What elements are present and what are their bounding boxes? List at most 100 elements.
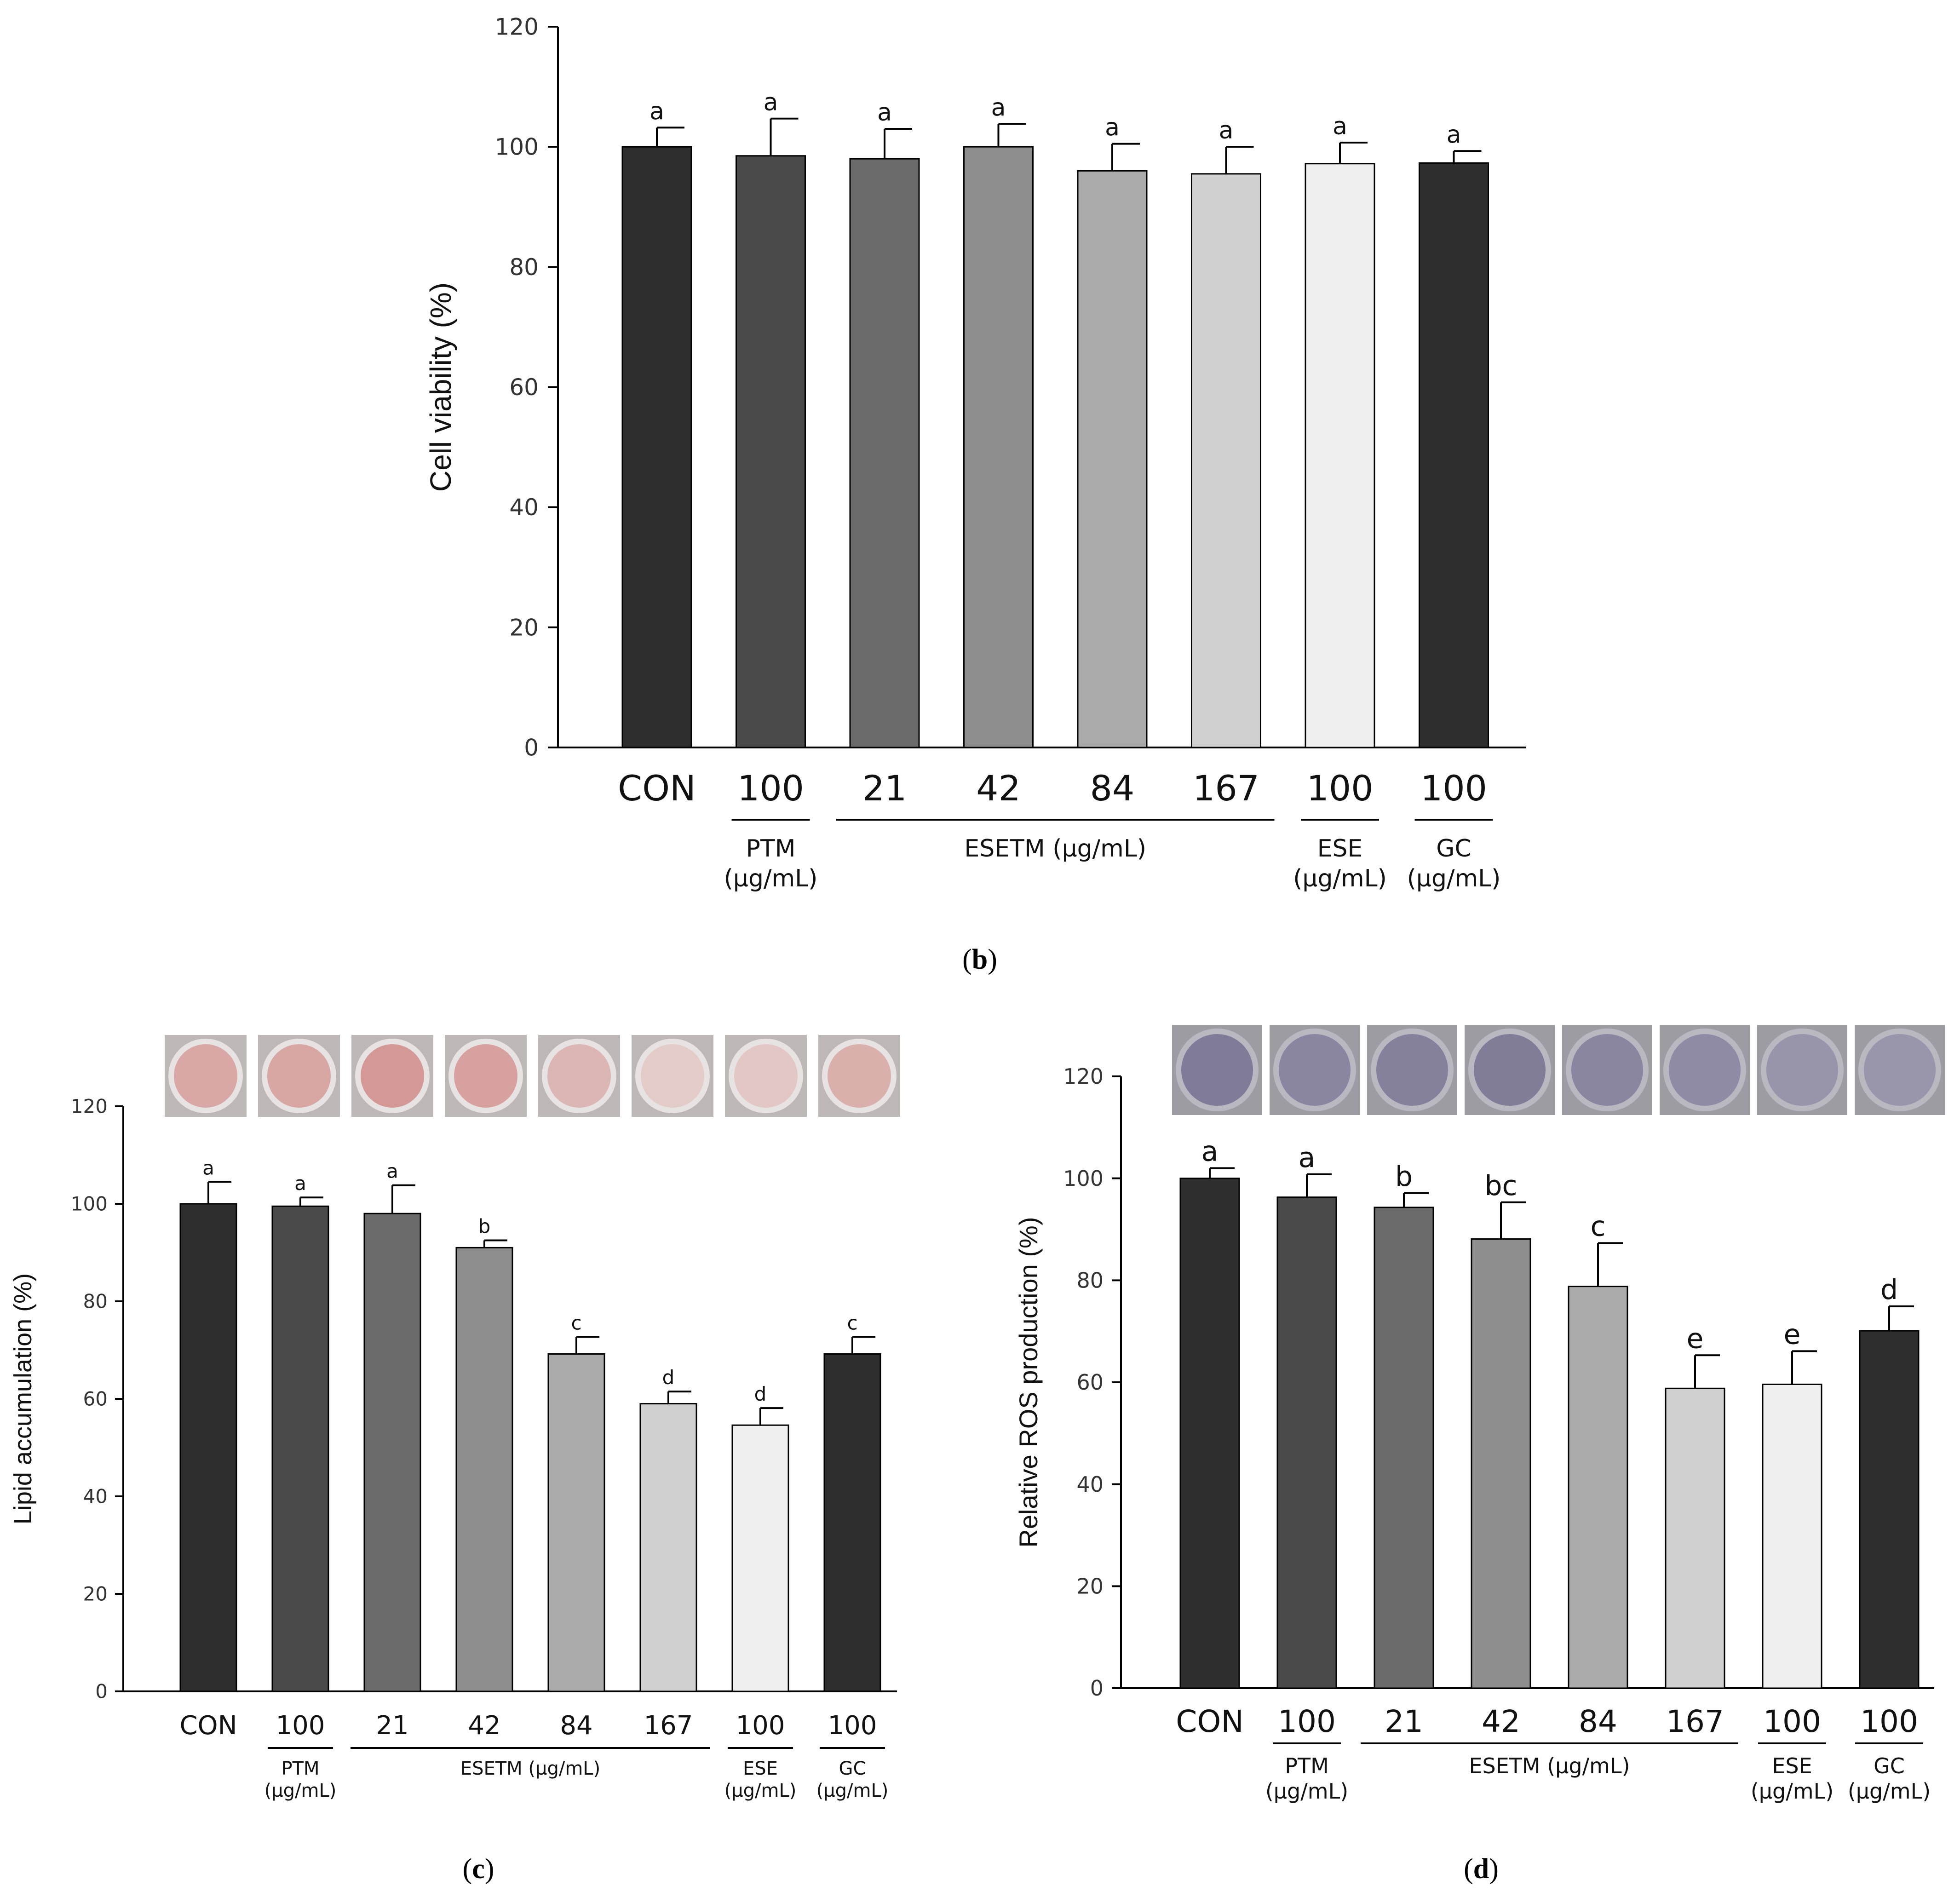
significance-label: d — [1880, 1274, 1898, 1306]
bar — [1665, 1387, 1725, 1689]
well-stain — [361, 1044, 424, 1108]
significance-label: a — [1447, 121, 1461, 149]
significance-label: a — [877, 99, 892, 126]
bar — [1374, 1207, 1434, 1689]
significance-label: d — [662, 1366, 675, 1389]
bar — [1179, 1178, 1240, 1689]
group-label: PTM — [746, 835, 796, 862]
x-tick-label: 21 — [376, 1711, 408, 1741]
significance-label: a — [386, 1160, 398, 1183]
bar — [363, 1213, 421, 1692]
significance-label: d — [754, 1383, 767, 1405]
x-tick-label: CON — [1176, 1704, 1243, 1739]
x-tick-label: 167 — [644, 1711, 693, 1741]
significance-label: c — [1591, 1210, 1606, 1242]
significance-label: e — [1687, 1322, 1704, 1355]
significance-label: a — [202, 1156, 214, 1179]
group-unit: (μg/mL) — [816, 1780, 889, 1801]
x-tick-label: 42 — [468, 1711, 500, 1741]
significance-label: a — [991, 94, 1006, 122]
significance-label: a — [294, 1172, 306, 1195]
x-tick-label: 167 — [1666, 1704, 1724, 1739]
bar — [849, 158, 920, 748]
well-stain — [1766, 1034, 1838, 1106]
panel-label-b-letter: b — [972, 944, 988, 975]
y-axis-label: Cell viability (%) — [424, 282, 457, 492]
y-tick-label: 60 — [509, 374, 539, 401]
well-stain — [454, 1044, 517, 1108]
ros-well-images — [1172, 1025, 1945, 1115]
significance-label: b — [478, 1215, 491, 1238]
x-tick-label: 42 — [976, 768, 1021, 809]
group-label: GC — [839, 1758, 866, 1779]
y-tick-label: 80 — [509, 254, 539, 281]
bar — [1762, 1383, 1822, 1689]
x-tick-label: 21 — [862, 768, 907, 809]
group-label: PTM — [1285, 1753, 1329, 1778]
well-stain — [1864, 1034, 1936, 1106]
significance-label: bc — [1484, 1170, 1517, 1202]
well-stain — [828, 1044, 891, 1108]
group-label: ESE — [743, 1758, 778, 1779]
x-tick-label: 84 — [1090, 768, 1135, 809]
group-label: ESETM (μg/mL) — [460, 1758, 600, 1779]
y-tick-label: 100 — [1063, 1166, 1104, 1191]
well-stain — [1181, 1034, 1253, 1106]
group-label: ESE — [1317, 835, 1363, 862]
x-tick-label: 100 — [828, 1711, 877, 1741]
y-tick-label: 80 — [83, 1290, 108, 1313]
group-label: GC — [1436, 835, 1471, 862]
bar — [271, 1205, 329, 1692]
x-tick-label: 100 — [1420, 768, 1487, 809]
chart-ros-production: 0 20 40 60 80 100 120 Relative ROS production (… — [1014, 1064, 1934, 1804]
y-tick-label: 40 — [83, 1485, 108, 1508]
well-stain — [174, 1044, 237, 1108]
well-stain — [1279, 1034, 1351, 1106]
significance-label: e — [1784, 1318, 1801, 1351]
y-tick-label: 120 — [71, 1095, 108, 1118]
well-stain — [1376, 1034, 1448, 1106]
group-unit: (μg/mL) — [1293, 865, 1387, 892]
group-unit: (μg/mL) — [1848, 1779, 1931, 1804]
chart-lipid-accumulation: 0 20 40 60 80 100 120 Lipid accumulation (%) a CO… — [9, 1095, 897, 1801]
bar — [963, 146, 1034, 748]
y-tick-label: 20 — [83, 1583, 108, 1605]
well-stain — [547, 1044, 611, 1108]
y-tick-label: 40 — [509, 494, 539, 521]
bar — [1568, 1286, 1628, 1689]
x-tick-label: 100 — [1860, 1704, 1918, 1739]
y-tick-label: 0 — [1090, 1676, 1104, 1701]
well-stain — [641, 1044, 704, 1108]
x-tick-label: 100 — [736, 1711, 785, 1741]
group-unit: (μg/mL) — [1265, 1779, 1348, 1804]
bar — [639, 1403, 697, 1692]
group-label: GC — [1874, 1753, 1905, 1778]
y-tick-label: 80 — [1076, 1268, 1104, 1293]
bar — [1419, 162, 1489, 748]
group-unit: (μg/mL) — [1751, 1779, 1834, 1804]
well-stain — [1571, 1034, 1643, 1106]
y-tick-label: 40 — [1076, 1472, 1104, 1497]
oil-red-o-well-images — [165, 1035, 900, 1117]
well-stain — [267, 1044, 331, 1108]
group-unit: (μg/mL) — [724, 865, 818, 892]
significance-label: a — [1105, 114, 1120, 142]
panel-label-c-letter: c — [472, 1853, 485, 1885]
y-tick-label: 60 — [83, 1388, 108, 1410]
panel-label-d-letter: d — [1473, 1853, 1489, 1885]
group-label: ESE — [1772, 1753, 1812, 1778]
significance-label: a — [650, 98, 664, 125]
well-stain — [1669, 1034, 1741, 1106]
x-tick-label: CON — [179, 1711, 237, 1741]
bar — [1471, 1238, 1531, 1689]
chart-cell-viability: 0 20 40 60 80 100 120 Cell viability (%) a CON a 10… — [424, 14, 1526, 892]
panel-label-d: (d) — [1464, 1853, 1499, 1885]
y-tick-label: 100 — [71, 1193, 108, 1215]
x-tick-label: 100 — [276, 1711, 325, 1741]
x-tick-label: 100 — [1306, 768, 1373, 809]
group-label: PTM — [281, 1758, 319, 1779]
panel-label-c: (c) — [463, 1853, 494, 1885]
x-tick-label: 21 — [1385, 1704, 1423, 1739]
x-tick-label: CON — [618, 768, 696, 809]
